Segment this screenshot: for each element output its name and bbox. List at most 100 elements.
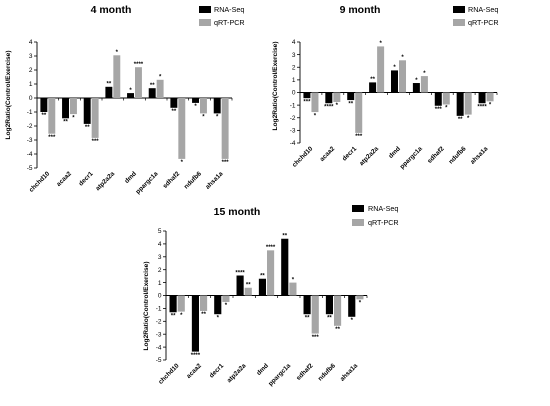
significance-mark: ** [370, 77, 375, 83]
y-tick-label: 4 [29, 39, 33, 46]
y-tick-label: 4 [292, 39, 296, 46]
bar-qrt-pcr-ndufb6 [200, 98, 207, 114]
y-tick-label: -2 [156, 319, 162, 326]
bar-rna-seq-decr1 [347, 92, 355, 101]
significance-mark: ** [63, 120, 68, 126]
x-tick-label: ppargc1a [135, 170, 160, 195]
significance-mark: ** [150, 83, 155, 89]
bar-qrt-pcr-sdhaf2 [178, 98, 186, 159]
bar-rna-seq-acaa2 [62, 98, 69, 119]
bar-qrt-pcr-ahsa1a [221, 98, 229, 159]
bar-qrt-pcr-ahsa1a [356, 295, 364, 300]
significance-mark: ** [282, 234, 287, 240]
significance-mark: * [292, 277, 295, 283]
x-tick-label: ndufb6 [317, 362, 337, 382]
significance-mark: * [194, 104, 197, 110]
significance-mark: **** [266, 245, 276, 251]
y-tick-label: -1 [156, 306, 162, 313]
chart-title: 4 month [91, 4, 132, 16]
x-tick-label: chchd10 [291, 145, 315, 169]
significance-mark: **** [134, 62, 144, 68]
y-axis-label: Log2Ratio(Control/Exercise) [5, 50, 12, 139]
significance-mark: * [351, 318, 354, 324]
bar-rna-seq-sdhaf2 [170, 98, 178, 108]
x-tick-label: sdhaf2 [162, 170, 182, 190]
bar-qrt-pcr-ahsa1a [486, 92, 494, 102]
x-tick-label: atp2a2a [94, 170, 116, 192]
significance-mark: *** [222, 160, 230, 166]
legend-label-qrt-pcr: qRT-PCR [468, 18, 499, 27]
significance-mark: *** [355, 134, 363, 140]
chart-15-month: 15 month RNA-Seq qRT-PCR Log2Ratio(Contr… [143, 204, 399, 388]
bar-rna-seq-acaa2 [325, 92, 333, 104]
bar-rna-seq-ndufb6 [325, 295, 333, 315]
bar-rna-seq-decr1 [83, 98, 91, 124]
x-tick-label: sdhaf2 [295, 362, 315, 382]
significance-mark: ** [335, 327, 340, 333]
y-tick-label: 0 [292, 90, 296, 97]
bar-rna-seq-sdhaf2 [303, 295, 311, 315]
x-tick-label: acaa2 [55, 170, 73, 188]
bar-qrt-pcr-ndufb6 [334, 295, 342, 326]
significance-mark: * [202, 115, 205, 121]
significance-mark: **** [324, 104, 334, 110]
chart-9-month: 9 month RNA-Seq qRT-PCR Log2Ratio(Contro… [272, 4, 499, 171]
significance-mark: ** [42, 113, 47, 119]
significance-mark: ** [85, 125, 90, 131]
chart-4-month: 4 month RNA-Seq qRT-PCR Log2Ratio(Contro… [5, 4, 245, 196]
y-tick-label: 0 [29, 95, 33, 102]
y-tick-label: 3 [158, 254, 162, 261]
legend: RNA-Seq qRT-PCR [352, 204, 399, 227]
bar-qrt-pcr-atp2a2a [377, 46, 385, 93]
bar-qrt-pcr-acaa2 [333, 92, 341, 102]
significance-mark: **** [477, 104, 487, 110]
bar-rna-seq-ppargc1a [412, 83, 420, 93]
significance-mark: *** [303, 99, 311, 105]
significance-mark: ** [107, 82, 112, 88]
y-tick-label: -2 [290, 115, 296, 122]
bar-rna-seq-ndufb6 [456, 92, 464, 116]
y-tick-label: 1 [29, 81, 33, 88]
x-tick-label: atp2a2a [358, 145, 380, 167]
significance-mark: ** [348, 101, 353, 107]
legend-label-rna-seq: RNA-Seq [368, 204, 398, 213]
significance-mark: ** [327, 315, 332, 321]
bar-qrt-pcr-atp2a2a [244, 287, 252, 296]
significance-mark: * [72, 115, 75, 121]
legend-label-rna-seq: RNA-Seq [468, 5, 498, 14]
bar-qrt-pcr-atp2a2a [113, 55, 121, 98]
x-tick-label: decr1 [341, 145, 358, 162]
bar-qrt-pcr-decr1 [91, 98, 99, 138]
y-tick-label: 2 [292, 64, 296, 71]
x-tick-label: dmd [255, 362, 270, 377]
x-tick-label: decr1 [208, 362, 225, 379]
bar-rna-seq-dmd [390, 70, 398, 93]
legend: RNA-Seq qRT-PCR [453, 5, 499, 27]
x-tick-label: decr1 [78, 170, 95, 187]
significance-mark: *** [48, 135, 56, 141]
bar-rna-seq-ahsa1a [213, 98, 221, 114]
x-tick-label: acaa2 [319, 145, 337, 163]
y-tick-label: -1 [27, 109, 33, 116]
significance-mark: ** [201, 312, 206, 318]
significance-mark: ** [260, 274, 265, 280]
y-tick-label: -4 [27, 151, 33, 158]
bar-qrt-pcr-ppargc1a [156, 79, 164, 98]
significance-mark: * [180, 313, 183, 319]
significance-mark: * [401, 55, 404, 61]
y-tick-label: -2 [27, 123, 33, 130]
x-tick-label: dmd [387, 145, 402, 160]
x-tick-label: ndufb6 [183, 170, 203, 190]
significance-mark: * [314, 113, 317, 119]
significance-mark: * [225, 303, 228, 309]
significance-mark: * [216, 115, 219, 121]
significance-mark: *** [312, 335, 320, 341]
significance-mark: ** [246, 283, 251, 289]
bar-rna-seq-dmd [127, 93, 134, 98]
x-tick-label: ahsa1a [339, 362, 360, 383]
significance-mark: ** [171, 313, 176, 319]
bar-rna-seq-ahsa1a [348, 295, 356, 317]
bar-rna-seq-chchd10 [303, 92, 311, 99]
significance-mark: * [116, 50, 119, 56]
legend-swatch-rna-seq [453, 6, 465, 13]
